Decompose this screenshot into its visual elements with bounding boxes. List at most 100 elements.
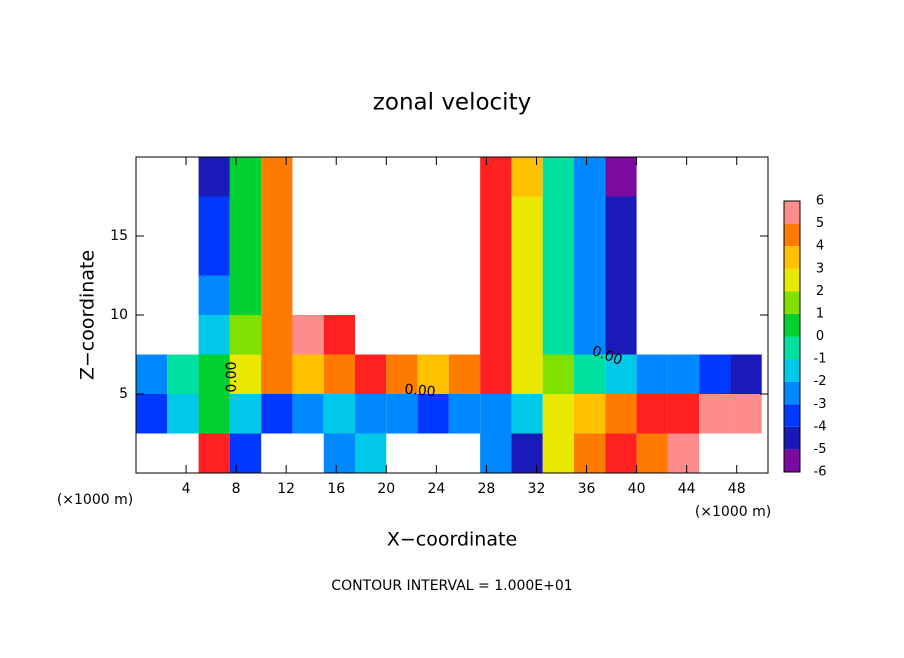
- heat-cell: [229, 394, 262, 434]
- x-unit: (×1000 m): [695, 504, 771, 520]
- heat-cell: [574, 275, 606, 315]
- heat-cell: [355, 354, 387, 394]
- heat-cell: [136, 354, 168, 394]
- colorbar-swatch: [784, 201, 800, 224]
- heat-cell: [448, 354, 481, 394]
- heat-cell: [511, 315, 543, 355]
- heat-cell: [386, 354, 418, 394]
- x-tick-label: 40: [628, 481, 646, 497]
- heat-cell: [198, 236, 230, 276]
- colorbar-swatch: [784, 381, 800, 405]
- heat-cell: [511, 196, 543, 236]
- heat-cell: [480, 354, 512, 394]
- colorbar-label: 3: [816, 261, 824, 276]
- heat-cell: [229, 275, 262, 315]
- heat-cell: [574, 354, 606, 394]
- colorbar-label: 6: [816, 194, 824, 209]
- y-tick-label: 5: [119, 386, 128, 402]
- x-tick-label: 44: [678, 481, 696, 497]
- x-tick-label: 48: [728, 481, 746, 497]
- heat-cell: [480, 275, 512, 315]
- heat-cell: [229, 236, 262, 276]
- x-tick-label: 24: [427, 481, 445, 497]
- heat-cell: [605, 433, 637, 473]
- colorbar-label: 0: [816, 329, 824, 344]
- colorbar-label: -1: [814, 352, 827, 367]
- y-axis-label: Z−coordinate: [77, 250, 99, 380]
- heat-cell: [636, 433, 668, 473]
- colorbar-label: -4: [814, 419, 827, 434]
- heat-cell: [511, 354, 543, 394]
- heat-cell: [261, 157, 293, 197]
- heat-cell: [605, 394, 637, 434]
- heat-cell: [323, 433, 356, 473]
- heat-cell: [229, 354, 262, 394]
- heat-cell: [636, 354, 668, 394]
- heat-cell: [480, 236, 512, 276]
- heat-cell: [511, 433, 543, 473]
- x-tick-label: 8: [232, 481, 241, 497]
- colorbar-swatch: [784, 336, 800, 360]
- x-tick-label: 12: [277, 481, 295, 497]
- colorbar-swatch: [784, 449, 800, 472]
- colorbar-label: 4: [816, 239, 824, 254]
- heat-cell: [229, 315, 262, 355]
- heat-cell: [542, 196, 575, 236]
- x-tick-label: 20: [377, 481, 395, 497]
- heat-cell: [261, 315, 293, 355]
- heat-cell: [605, 275, 637, 315]
- heat-cell: [198, 157, 230, 197]
- colorbar-swatch: [784, 313, 800, 337]
- x-tick-label: 16: [327, 481, 345, 497]
- heat-cell: [261, 236, 293, 276]
- heat-cell: [636, 394, 668, 434]
- colorbar-label: -3: [814, 397, 827, 412]
- colorbar-swatch: [784, 291, 800, 314]
- x-tick-label: 32: [528, 481, 546, 497]
- heat-cell: [542, 275, 575, 315]
- heat-cell: [667, 354, 700, 394]
- heat-cell: [355, 433, 387, 473]
- y-unit: (×1000 m): [57, 492, 133, 508]
- colorbar-label: -2: [814, 374, 827, 389]
- heat-cell: [323, 394, 356, 434]
- heat-cell: [261, 394, 293, 434]
- heat-cell: [167, 354, 199, 394]
- colorbar-label: 5: [816, 216, 824, 231]
- heat-cell: [574, 315, 606, 355]
- heat-cell: [605, 157, 637, 197]
- heat-cell: [229, 157, 262, 197]
- heat-cell: [198, 196, 230, 236]
- heat-cell: [667, 394, 700, 434]
- heat-cell: [574, 236, 606, 276]
- colorbar-label: -5: [814, 442, 827, 457]
- heat-cell: [480, 157, 512, 197]
- heat-cell: [292, 354, 324, 394]
- colorbar-swatch: [784, 268, 800, 292]
- colorbar-frame: [783, 200, 801, 473]
- heat-cell: [323, 354, 356, 394]
- heat-cell: [574, 433, 606, 473]
- chart-title: zonal velocity: [373, 90, 531, 116]
- heat-cell: [198, 275, 230, 315]
- x-tick-label: 36: [578, 481, 596, 497]
- heat-cell: [355, 394, 387, 434]
- heat-cell: [511, 236, 543, 276]
- colorbar-swatch: [784, 404, 800, 427]
- footnote: CONTOUR INTERVAL = 1.000E+01: [331, 578, 572, 594]
- heat-cell: [480, 196, 512, 236]
- y-tick-label: 15: [110, 228, 128, 244]
- contour-label: 0.00: [224, 361, 240, 392]
- heat-cell: [136, 394, 168, 434]
- heat-cell: [699, 394, 731, 434]
- heat-cell: [480, 394, 512, 434]
- heat-cell: [292, 394, 324, 434]
- heat-cell: [448, 394, 481, 434]
- heat-cell: [198, 394, 230, 434]
- heat-cell: [511, 275, 543, 315]
- heat-cell: [730, 354, 762, 394]
- heat-cell: [730, 394, 762, 434]
- heat-cell: [574, 196, 606, 236]
